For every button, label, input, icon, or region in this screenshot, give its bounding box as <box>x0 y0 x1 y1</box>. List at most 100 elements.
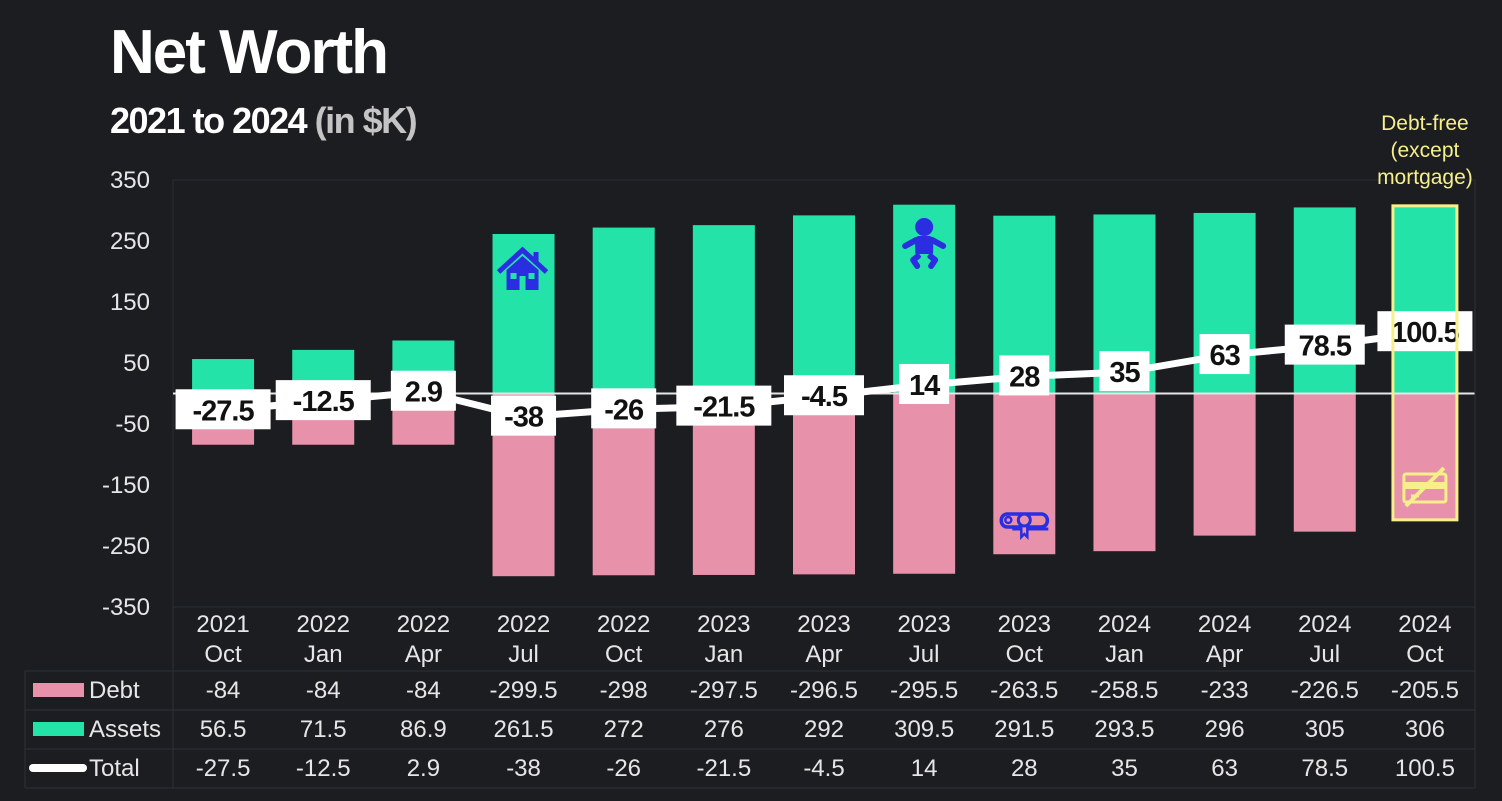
data-label-text: 14 <box>909 370 940 402</box>
table-cell: -205.5 <box>1391 677 1459 704</box>
x-tick-year: 2022 <box>597 611 650 638</box>
debt-free-annotation-text: (except <box>1390 139 1459 162</box>
highlight-annotation: Debt-free (except mortgage) <box>1377 112 1473 522</box>
table-cell: 276 <box>704 716 744 743</box>
data-label-box <box>491 395 557 436</box>
debt-free-annotation-text: mortgage) <box>1377 166 1473 189</box>
x-tick-year: 2022 <box>297 611 350 638</box>
data-label-text: -4.5 <box>801 381 848 413</box>
table-cell: -298 <box>600 677 648 704</box>
table-cell: -263.5 <box>990 677 1058 704</box>
data-label-box <box>784 375 864 416</box>
data-label: -12.5 <box>275 380 371 421</box>
house-icon <box>496 246 549 290</box>
subtitle-range: 2021 to 2024 <box>110 100 308 141</box>
table-cell: 100.5 <box>1395 755 1455 782</box>
debt-bar <box>1193 393 1256 536</box>
house-door <box>519 276 526 290</box>
data-label: -27.5 <box>175 389 271 430</box>
table-cell: 291.5 <box>994 716 1054 743</box>
table-cell: -233 <box>1201 677 1249 704</box>
card-slash <box>1404 466 1446 508</box>
y-tick-label: 250 <box>110 228 150 255</box>
house-window <box>528 273 535 279</box>
assets-bar <box>692 225 755 394</box>
annotation-icons <box>496 218 1448 541</box>
legend-label-assets: Assets <box>89 716 161 743</box>
x-tick-year: 2023 <box>697 611 750 638</box>
x-tick-month: Jul <box>909 641 940 668</box>
y-axis: 350 250 150 50 -50 -150 -250 -350 <box>102 167 150 621</box>
y-tick-label: -250 <box>102 533 150 560</box>
no-credit-card-icon <box>1402 466 1448 508</box>
data-label-text: -12.5 <box>293 386 355 418</box>
data-label-box <box>1199 334 1250 375</box>
data-label-box <box>676 385 772 426</box>
table-cell: -27.5 <box>196 755 251 782</box>
table-cell: -26 <box>606 755 641 782</box>
house-chimney <box>533 252 539 264</box>
x-tick-month: Oct <box>204 641 242 668</box>
table-cell: -295.5 <box>890 677 958 704</box>
legend-swatch-assets <box>33 722 84 736</box>
table-cell: 306 <box>1405 716 1445 743</box>
data-label-text: 2.9 <box>405 377 443 409</box>
table-cell: 86.9 <box>400 716 447 743</box>
debt-bar <box>1093 393 1156 552</box>
table-cell: -84 <box>306 677 341 704</box>
x-axis: 2021 Oct 2022 Jan 2022 Apr 2022 Jul 2022 Oct 2023 J… <box>196 611 1451 668</box>
debt-bar <box>893 393 956 574</box>
table-cell: 272 <box>604 716 644 743</box>
data-label-box <box>275 380 371 421</box>
debt-free-annotation-text: Debt-free <box>1381 112 1469 135</box>
x-tick-month: Jul <box>508 641 539 668</box>
table-cell: 292 <box>804 716 844 743</box>
assets-bar <box>592 227 655 394</box>
debt-bar <box>1293 393 1356 532</box>
data-label-box <box>1284 324 1365 365</box>
table-cell: 296 <box>1205 716 1245 743</box>
data-label: 14 <box>899 363 950 404</box>
table-cell: -297.5 <box>690 677 758 704</box>
table-cell: 14 <box>911 755 938 782</box>
legend-swatch-debt <box>33 683 84 697</box>
data-label-text: 35 <box>1109 357 1140 389</box>
debt-free-highlight-box <box>1391 204 1459 522</box>
table-cell: 293.5 <box>1094 716 1154 743</box>
assets-bar <box>793 215 855 394</box>
x-tick-year: 2024 <box>1298 611 1351 638</box>
x-tick-year: 2024 <box>1398 611 1451 638</box>
table-cell: -21.5 <box>696 755 751 782</box>
x-tick-year: 2022 <box>497 611 550 638</box>
baby-arms <box>902 237 947 249</box>
table-cell: -12.5 <box>296 755 351 782</box>
data-label-text: -38 <box>504 402 544 434</box>
data-label-text: -21.5 <box>693 392 755 424</box>
x-tick-year: 2021 <box>196 611 249 638</box>
table-cell: 28 <box>1011 755 1038 782</box>
x-tick-month: Apr <box>405 641 442 668</box>
y-tick-label: 150 <box>110 289 150 316</box>
data-table: Debt -84 -84 -84 -299.5 -298 -297.5 -296.5 -295.… <box>24 180 1476 789</box>
table-cell: -38 <box>506 755 541 782</box>
data-label: -4.5 <box>784 375 864 416</box>
x-tick-month: Oct <box>605 641 643 668</box>
chart-subtitle: 2021 to 2024 (in $K) <box>110 100 418 141</box>
baby-icon <box>902 218 947 269</box>
data-label-text: -27.5 <box>193 395 255 427</box>
data-label-text: 78.5 <box>1299 331 1352 363</box>
data-label-box <box>175 389 271 430</box>
baby-legs <box>910 253 939 269</box>
x-tick-month: Oct <box>1006 641 1044 668</box>
x-tick-month: Jan <box>1105 641 1144 668</box>
data-label: 63 <box>1199 334 1250 375</box>
assets-bar <box>1293 207 1356 394</box>
table-cell: -299.5 <box>490 677 558 704</box>
house-roof <box>496 246 549 274</box>
x-tick-year: 2022 <box>397 611 450 638</box>
y-tick-label: 50 <box>123 350 150 377</box>
baby-diaper <box>919 254 930 260</box>
data-label-text: 100.5 <box>1391 317 1459 349</box>
data-label-text: 63 <box>1209 340 1240 372</box>
